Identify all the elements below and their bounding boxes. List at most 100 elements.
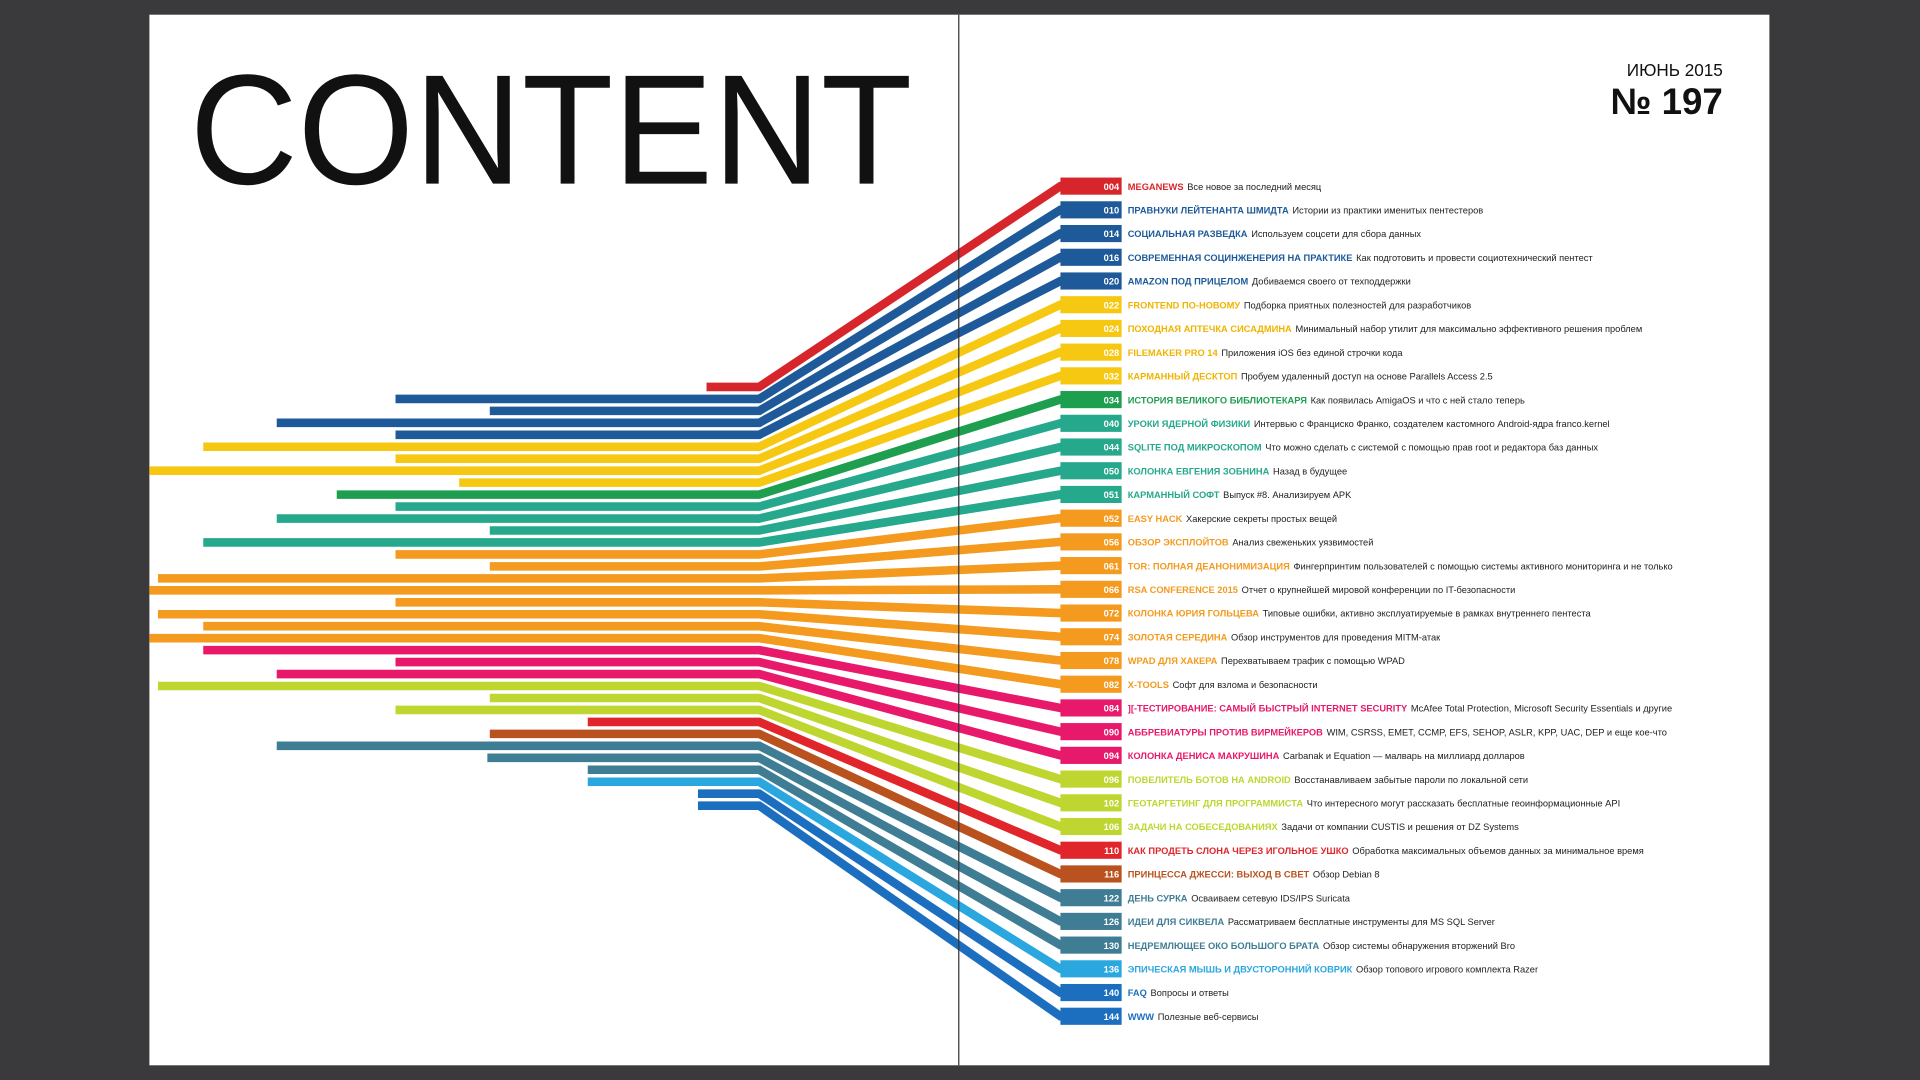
entry-title: КОЛОНКА ДЕНИСА МАКРУШИНА xyxy=(1128,751,1280,761)
toc-entry: WPAD ДЛЯ ХАКЕРА Перехватываем трафик с по… xyxy=(1128,656,1405,666)
toc-entry: MEGANEWS Все новое за последний месяц xyxy=(1128,182,1322,192)
page-badge xyxy=(1060,391,1122,409)
entry-description: Обработка максимальных объемов данных за… xyxy=(1352,846,1643,856)
entry-title: ПОВЕЛИТЕЛЬ БОТОВ НА ANDROID xyxy=(1128,775,1291,785)
toc-entry: AMAZON ПОД ПРИЦЕЛОМ Добиваемся своего от … xyxy=(1128,277,1411,287)
toc-entry: УРОКИ ЯДЕРНОЙ ФИЗИКИ Интервью с Франциско… xyxy=(1128,418,1610,429)
entry-title: FAQ xyxy=(1128,988,1147,998)
entry-description: McAfee Total Protection, Microsoft Secur… xyxy=(1411,704,1672,714)
page-badge xyxy=(1060,628,1122,646)
entry-description: Задачи от компании CUSTIS и решения от D… xyxy=(1281,822,1519,832)
page-badge xyxy=(1060,319,1122,338)
entry-description: Обзор Debian 8 xyxy=(1313,870,1380,880)
page-number: 010 xyxy=(1104,206,1120,216)
toc-entry: КАРМАННЫЙ ДЕСКТОП Пробуем удаленный досту… xyxy=(1128,371,1493,382)
page-number: 024 xyxy=(1104,324,1120,334)
entry-title: ЗОЛОТАЯ СЕРЕДИНА xyxy=(1128,632,1228,642)
entry-description: Истории из практики именитых пентестеров xyxy=(1292,206,1483,216)
page-number: 094 xyxy=(1104,751,1120,761)
toc-entry: EASY HACK Хакерские секреты простых вещей xyxy=(1128,514,1337,524)
entry-description: Пробуем удаленный доступ на основе Paral… xyxy=(1241,372,1493,382)
entry-title: КАРМАННЫЙ СОФТ xyxy=(1128,489,1220,500)
page-badge xyxy=(1060,960,1122,978)
page-number: 028 xyxy=(1104,348,1120,358)
entry-title: EASY HACK xyxy=(1128,514,1183,524)
page-badge xyxy=(1060,296,1122,314)
page-number: 004 xyxy=(1104,182,1120,192)
entry-description: Все новое за последний месяц xyxy=(1187,182,1322,192)
page-badge xyxy=(1060,414,1122,432)
page-badge xyxy=(1060,462,1122,480)
entry-description: Минимальный набор утилит для максимально… xyxy=(1295,324,1642,334)
entry-title: SQLITE ПОД МИКРОСКОПОМ xyxy=(1128,443,1262,453)
page-number: 051 xyxy=(1104,490,1120,500)
toc-entry: TOR: ПОЛНАЯ ДЕАНОНИМИЗАЦИЯ Фингерпринтим … xyxy=(1128,561,1673,571)
page-badge xyxy=(1060,485,1122,504)
page-number: 072 xyxy=(1104,609,1120,619)
page-number: 144 xyxy=(1104,1012,1120,1022)
entry-title: RSA CONFERENCE 2015 xyxy=(1128,585,1238,595)
toc-entry: FAQ Вопросы и ответы xyxy=(1128,988,1229,998)
entry-title: КОЛОНКА ЮРИЯ ГОЛЬЦЕВА xyxy=(1128,609,1259,619)
page-number: 136 xyxy=(1104,965,1120,975)
entry-description: Софт для взлома и безопасности xyxy=(1173,680,1318,690)
entry-description: Подборка приятных полезностей для разраб… xyxy=(1244,300,1471,310)
page-number: 016 xyxy=(1104,253,1120,263)
page-badge xyxy=(1060,248,1122,266)
entry-description: WIM, CSRSS, EMET, CCMP, EFS, SEHOP, ASLR… xyxy=(1327,727,1667,737)
entry-description: Рассматриваем бесплатные инструменты для… xyxy=(1228,917,1495,927)
header-title: CONTENT xyxy=(190,43,912,218)
entry-title: ][-ТЕСТИРОВАНИЕ: САМЫЙ БЫСТРЫЙ INTERNET … xyxy=(1128,703,1408,714)
toc-entry: ИДЕИ ДЛЯ СИКВЕЛА Рассматриваем бесплатные… xyxy=(1128,917,1495,927)
entry-title: ОБЗОР ЭКСПЛОЙТОВ xyxy=(1128,537,1229,548)
page-number: 126 xyxy=(1104,917,1120,927)
page-number: 050 xyxy=(1104,466,1120,476)
page-badge xyxy=(1060,723,1122,741)
entry-title: AMAZON ПОД ПРИЦЕЛОМ xyxy=(1128,277,1249,287)
entry-description: Назад в будущее xyxy=(1273,466,1347,476)
entry-title: ЭПИЧЕСКАЯ МЫШЬ И ДВУСТОРОННИЙ КОВРИК xyxy=(1128,964,1353,975)
entry-description: Добиваемся своего от техподдержки xyxy=(1252,277,1411,287)
entry-description: Отчет о крупнейшей мировой конференции п… xyxy=(1242,585,1516,595)
entry-description: Вопросы и ответы xyxy=(1151,988,1230,998)
toc-entry: ОБЗОР ЭКСПЛОЙТОВ Анализ свеженьких уязвим… xyxy=(1128,537,1374,548)
toc-entry: RSA CONFERENCE 2015 Отчет о крупнейшей ми… xyxy=(1128,585,1516,595)
page-badge xyxy=(1060,557,1122,575)
toc-entry: АББРЕВИАТУРЫ ПРОТИВ ВИРМЕЙКЕРОВ WIM, CSRS… xyxy=(1128,726,1667,737)
entry-description: Что интересного могут рассказать бесплат… xyxy=(1307,798,1620,808)
toc-entry: ][-ТЕСТИРОВАНИЕ: САМЫЙ БЫСТРЫЙ INTERNET … xyxy=(1128,703,1672,714)
toc-entry: ЗАДАЧИ НА СОБЕСЕДОВАНИЯХ Задачи от компан… xyxy=(1128,822,1519,832)
page-badge xyxy=(1060,675,1122,693)
entry-description: Осваиваем сетевую IDS/IPS Suricata xyxy=(1191,893,1351,903)
page-badge xyxy=(1060,912,1122,930)
toc-entry: FILEMAKER PRO 14 Приложения iOS без едино… xyxy=(1128,348,1404,358)
entry-description: Типовые ошибки, активно эксплуатируемые … xyxy=(1263,609,1592,619)
entry-description: Обзор системы обнаружения вторжений Bro xyxy=(1323,941,1515,951)
toc-entry: КОЛОНКА ЮРИЯ ГОЛЬЦЕВА Типовые ошибки, акт… xyxy=(1128,609,1592,619)
entry-title: СОВРЕМЕННАЯ СОЦИНЖЕНЕРИЯ НА ПРАКТИКЕ xyxy=(1128,253,1353,263)
page-number: 040 xyxy=(1104,419,1120,429)
page-number: 052 xyxy=(1104,514,1120,524)
page-badge xyxy=(1060,580,1122,598)
entry-title: ИСТОРИЯ ВЕЛИКОГО БИБЛИОТЕКАРЯ xyxy=(1128,395,1307,405)
entry-description: Хакерские секреты простых вещей xyxy=(1186,514,1337,524)
page-badge xyxy=(1060,889,1122,907)
entry-description: Используем соцсети для сбора данных xyxy=(1251,229,1421,239)
entry-description: Выпуск #8. Анализируем APK xyxy=(1223,490,1352,500)
page-badge xyxy=(1060,865,1122,883)
toc-entry: ПРИНЦЕССА ДЖЕССИ: ВЫХОД В СВЕТ Обзор Debi… xyxy=(1128,870,1380,880)
entry-description: Обзор топового игрового комплекта Razer xyxy=(1356,965,1538,975)
page-number: 082 xyxy=(1104,680,1120,690)
issue-date: ИЮНЬ 2015 xyxy=(1627,60,1723,80)
entry-title: FRONTEND ПО-НОВОМУ xyxy=(1128,300,1241,310)
page-badge xyxy=(1060,651,1122,670)
page-badge xyxy=(1060,438,1122,456)
toc-entry: X-TOOLS Софт для взлома и безопасности xyxy=(1128,680,1318,690)
issue-number: № 197 xyxy=(1610,81,1722,122)
page-number: 078 xyxy=(1104,656,1120,666)
entry-description: Перехватываем трафик с помощью WPAD xyxy=(1221,656,1405,666)
entry-title: FILEMAKER PRO 14 xyxy=(1128,348,1219,358)
entry-description: Восстанавливаем забытые пароли по локаль… xyxy=(1294,775,1528,785)
page-number: 106 xyxy=(1104,822,1120,832)
entry-title: WPAD ДЛЯ ХАКЕРА xyxy=(1128,656,1218,666)
